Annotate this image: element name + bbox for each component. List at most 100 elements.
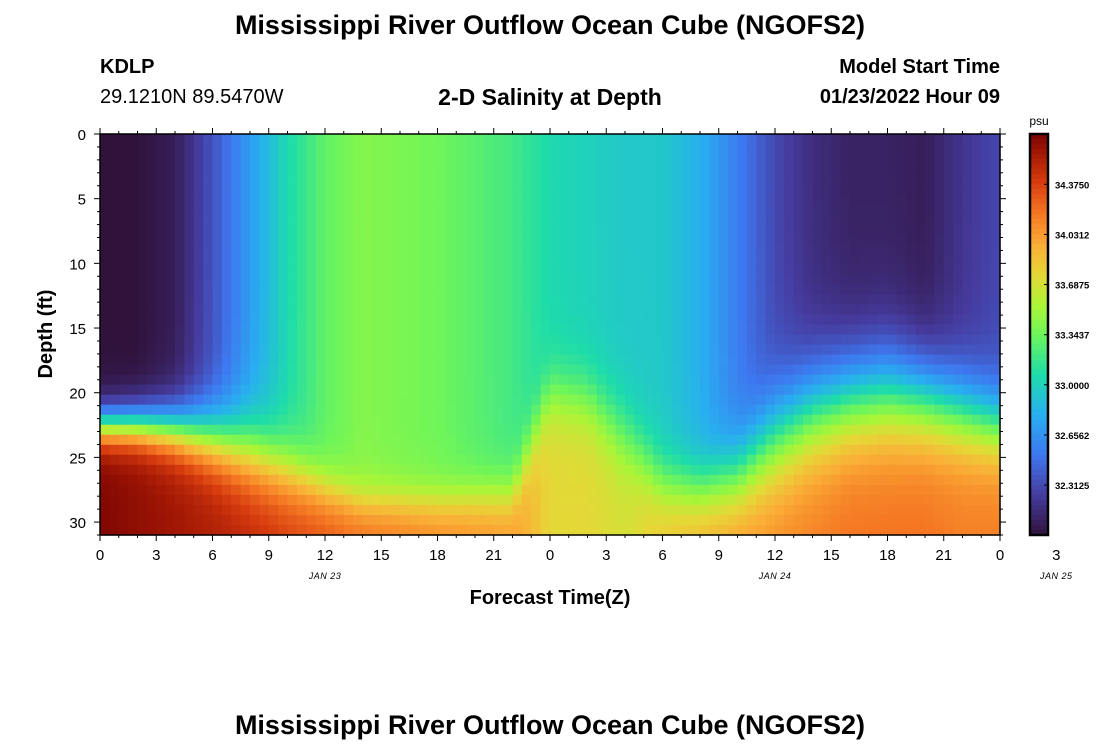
heatmap-cell <box>700 424 710 436</box>
heatmap-cell <box>315 474 326 486</box>
heatmap-cell <box>306 224 317 235</box>
heatmap-cell <box>953 224 964 235</box>
heatmap-cell <box>709 264 720 275</box>
heatmap-cell <box>240 154 251 165</box>
colorbar-segment <box>1030 474 1048 481</box>
heatmap-cell <box>100 204 110 215</box>
heatmap-cell <box>737 514 748 526</box>
heatmap-cell <box>540 454 551 466</box>
heatmap-cell <box>353 234 364 245</box>
heatmap-cell <box>681 454 692 466</box>
colorbar-segment <box>1030 384 1048 391</box>
heatmap-cell <box>175 434 185 446</box>
heatmap-cell <box>381 364 392 376</box>
heatmap-cell <box>296 354 307 366</box>
heatmap-cell <box>193 524 204 536</box>
heatmap-cell <box>146 184 157 195</box>
heatmap-cell <box>540 264 551 275</box>
heatmap-cell <box>943 344 954 356</box>
heatmap-cell <box>287 384 298 396</box>
heatmap-cell <box>287 254 298 265</box>
heatmap-cell <box>981 464 992 476</box>
heatmap-cell <box>596 424 607 436</box>
heatmap-cell <box>503 464 514 476</box>
heatmap-cell <box>615 454 626 466</box>
heatmap-cell <box>568 214 579 225</box>
heatmap-cell <box>784 204 795 215</box>
heatmap-cell <box>934 414 945 426</box>
colorbar-segment <box>1030 364 1048 371</box>
heatmap-cell <box>915 514 926 526</box>
heatmap-cell <box>559 134 570 145</box>
heatmap-cell <box>784 214 795 225</box>
heatmap-cell <box>390 274 401 285</box>
heatmap-cell <box>325 164 335 175</box>
heatmap-cell <box>400 424 410 436</box>
heatmap-cell <box>325 444 335 456</box>
heatmap-cell <box>503 404 514 416</box>
heatmap-cell <box>812 314 823 326</box>
heatmap-cell <box>531 354 542 366</box>
heatmap-cell <box>756 214 767 225</box>
heatmap-cell <box>503 154 514 165</box>
heatmap-cell <box>465 424 476 436</box>
heatmap-cell <box>821 474 832 486</box>
heatmap-cell <box>906 214 917 225</box>
colorbar-segment <box>1030 164 1048 170</box>
heatmap-cell <box>587 434 598 446</box>
heatmap-cell <box>925 484 935 496</box>
heatmap-cell <box>343 204 354 215</box>
heatmap-cell <box>146 334 157 346</box>
heatmap-cell <box>146 294 157 306</box>
heatmap-cell <box>503 474 514 486</box>
heatmap-cell <box>287 134 298 145</box>
heatmap-cell <box>493 354 504 366</box>
heatmap-cell <box>503 184 514 195</box>
heatmap-cell <box>559 524 570 536</box>
heatmap-cell <box>821 354 832 366</box>
heatmap-cell <box>915 334 926 346</box>
heatmap-cell <box>146 484 157 496</box>
heatmap-cell <box>390 244 401 255</box>
heatmap-cell <box>793 424 804 436</box>
heatmap-cell <box>221 254 232 265</box>
heatmap-cell <box>409 304 420 316</box>
heatmap-cell <box>175 134 185 145</box>
heatmap-cell <box>596 144 607 155</box>
heatmap-cell <box>990 234 1001 245</box>
heatmap-cell <box>315 224 326 235</box>
heatmap-cell <box>831 174 842 185</box>
heatmap-cell <box>765 384 776 396</box>
heatmap-cell <box>550 294 560 306</box>
heatmap-cell <box>540 304 551 316</box>
heatmap-cell <box>287 184 298 195</box>
heatmap-cell <box>465 504 476 516</box>
heatmap-cell <box>400 154 410 165</box>
heatmap-cell <box>559 384 570 396</box>
heatmap-cell <box>212 334 223 346</box>
heatmap-cell <box>503 454 514 466</box>
heatmap-cell <box>315 234 326 245</box>
heatmap-cell <box>850 404 860 416</box>
heatmap-cell <box>756 274 767 285</box>
heatmap-cell <box>184 224 195 235</box>
heatmap-cell <box>643 424 654 436</box>
heatmap-cell <box>718 224 729 235</box>
heatmap-cell <box>212 314 223 326</box>
heatmap-cell <box>700 274 710 285</box>
heatmap-cell <box>962 494 973 506</box>
heatmap-cell <box>943 194 954 205</box>
heatmap-cell <box>728 224 739 235</box>
heatmap-cell <box>343 224 354 235</box>
heatmap-cell <box>587 194 598 205</box>
heatmap-cell <box>756 394 767 406</box>
heatmap-cell <box>118 524 129 536</box>
heatmap-cell <box>615 204 626 215</box>
heatmap-cell <box>606 204 617 215</box>
heatmap-cell <box>390 214 401 225</box>
heatmap-cell <box>578 314 589 326</box>
heatmap-cell <box>568 334 579 346</box>
heatmap-cell <box>559 184 570 195</box>
heatmap-cell <box>812 494 823 506</box>
heatmap-cell <box>896 424 907 436</box>
